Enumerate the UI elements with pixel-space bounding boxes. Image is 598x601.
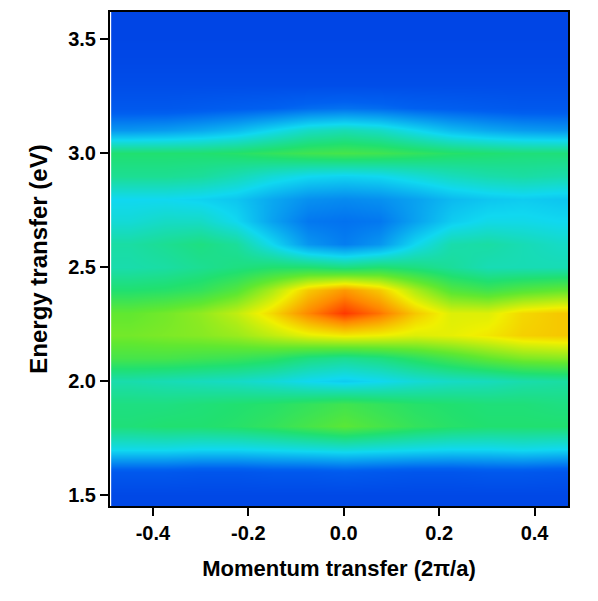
svg-text:0.2: 0.2 <box>425 522 453 544</box>
svg-text:3.5: 3.5 <box>68 28 96 50</box>
svg-text:2.0: 2.0 <box>68 370 96 392</box>
svg-text:-0.4: -0.4 <box>136 522 171 544</box>
svg-text:3.0: 3.0 <box>68 142 96 164</box>
svg-text:-0.2: -0.2 <box>231 522 265 544</box>
svg-text:2.5: 2.5 <box>68 256 96 278</box>
svg-text:1.5: 1.5 <box>68 484 96 506</box>
svg-text:Momentum transfer (2π/a): Momentum transfer (2π/a) <box>202 556 476 581</box>
svg-text:0.4: 0.4 <box>521 522 550 544</box>
svg-text:0.0: 0.0 <box>330 522 358 544</box>
svg-text:Energy transfer (eV): Energy transfer (eV) <box>25 144 52 373</box>
